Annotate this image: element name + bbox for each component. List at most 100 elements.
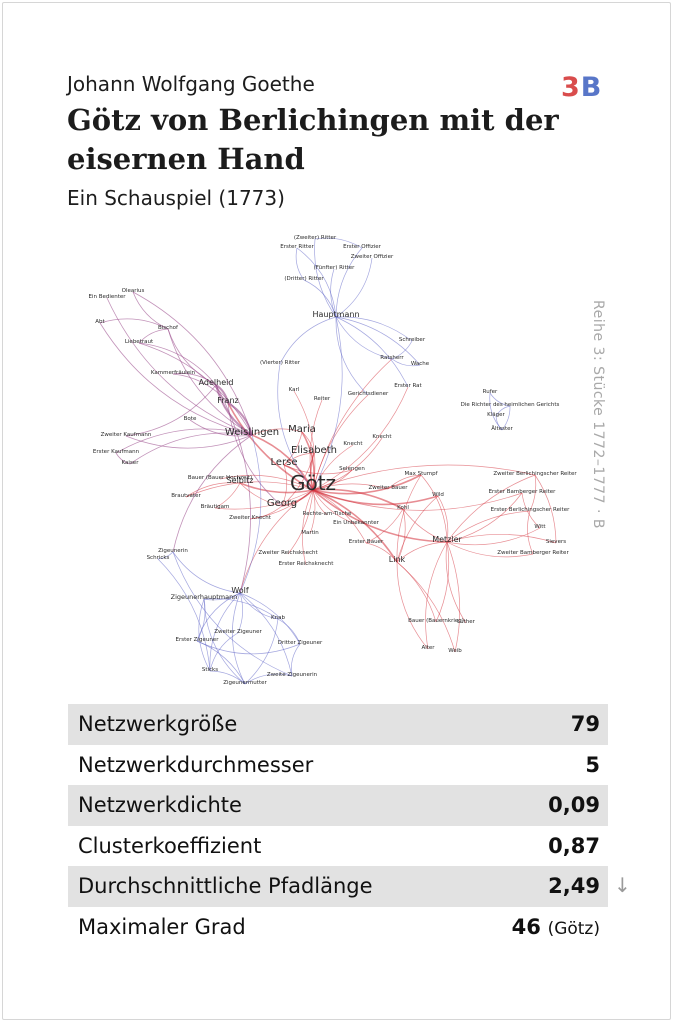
network-edge [396,561,456,653]
network-edge [437,495,449,543]
stat-label: Netzwerkdurchmesser [78,752,314,777]
network-edge [314,237,363,249]
series-badge: 3B [561,72,602,103]
network-edge [99,318,169,330]
network-edge [396,495,439,563]
network-edge [420,474,448,543]
node-label-bedienter: Ein Bedienter [88,294,126,300]
network-edge [283,464,353,475]
network-edge [172,373,229,404]
network-edge [239,592,293,677]
node-label-zweiter_kaufmann: Zweiter Kaufmann [101,432,152,438]
node-label-abt: Abt [95,319,105,325]
node-label-knab: Knab [271,615,285,621]
node-label-selengen: Selengen [339,466,365,472]
node-label-alter: Alter [421,645,435,651]
node-label-karl: Karl [289,387,300,393]
network-edge [209,632,239,672]
node-label-braeutigam: Bräutigam [201,504,230,510]
stat-value: 2,49 [548,874,600,899]
node-label-max_stumpf: Max Stumpf [404,471,438,477]
down-arrow-icon[interactable]: ↓ [614,873,631,897]
network-edge [106,297,253,436]
play-title: Götz von Berlichingen mit der eisernen H… [67,103,559,176]
network-edge [281,464,288,507]
network-edge [312,489,357,525]
network-edge [446,527,541,546]
node-label-maria: Maria [288,424,316,435]
node-label-zwbr: Zweiter Berlichingscher Reiter [493,471,577,477]
network-edge [312,358,393,491]
node-label-gerichtsdiener: Gerichtsdiener [348,391,389,397]
network-edge [277,618,301,645]
network-edge [198,598,211,672]
network-edge [125,384,217,437]
node-label-rechte: Rechte-am-Tische [303,511,352,517]
network-edge [189,419,253,437]
network-edge [232,592,246,685]
node-label-kammerfraeulein: Kammerfräulein [151,370,196,376]
network-edge [219,474,314,491]
network-edge [312,316,343,491]
network-edge [115,428,253,454]
network-edge [446,541,534,558]
network-edge [249,505,283,520]
node-label-luther: Luther [457,619,475,625]
node-label-adelheid: Adelheid [199,378,234,387]
network-edge [209,592,241,672]
stat-value: 5 [585,752,600,777]
network-edge [132,291,253,436]
network-edge [435,541,450,623]
network-edge [312,489,398,563]
node-label-zw_zigeuner: Zweiter Zigeuner [214,629,262,635]
network-edge [301,431,315,454]
network-edge [396,474,422,563]
network-edge [239,489,314,594]
node-label-zigeunerin: Zigeunerin [158,548,188,554]
network-edge [172,551,241,594]
node-label-bote: Bote [184,416,197,422]
network-edge [446,510,531,543]
network-edge [335,257,373,318]
stat-label: Maximaler Grad [78,914,246,939]
network-edge [251,434,314,491]
node-label-z5: (Fünfter) Ritter [314,265,356,271]
network-edge [209,670,246,685]
network-edge [277,363,314,491]
node-label-sticks: Sticks [202,667,218,673]
network-edge [239,592,279,620]
network-edge [335,316,409,388]
network-edge [303,279,337,318]
network-edge [283,452,315,466]
node-label-schreiber: Schreiber [399,337,426,343]
network-edge [185,482,241,498]
node-label-weib: Weib [448,648,462,654]
network-edge [214,482,241,509]
network-edge [157,558,211,672]
network-edge [196,640,301,655]
network-edge [203,598,279,620]
node-label-klaeger: Kläger [487,412,505,418]
node-label-zweiter_knecht: Zweiter Knecht [229,515,272,521]
node-label-erster_bauer: Erster Bauer [349,539,384,545]
node-label-kohl: Kohl [397,505,409,511]
network-edge [239,482,314,494]
node-label-z1: (Zweiter) Ritter [294,235,337,241]
network-edge [99,322,253,436]
node-label-brautvater: Brautvater [171,493,201,499]
network-edge [534,474,557,544]
network-edge [312,386,409,491]
node-label-er_reichsknecht: Erster Reichsknecht [279,561,335,567]
network-edge [391,358,421,367]
node-label-zw_reichsknecht: Zweiter Reichsknecht [258,550,318,556]
network-edge [446,533,557,544]
node-label-wild: Wild [432,492,444,498]
network-edge [296,247,337,318]
network-edge [445,541,467,624]
node-label-zw_zigeunerin: Zweite Zigeunerin [267,672,318,678]
node-label-erbr2: Erster Berlichingscher Reiter [491,507,570,513]
node-label-erster_kaufmann: Erster Kaufmann [93,449,140,455]
node-label-wolf: Wolf [231,586,249,595]
